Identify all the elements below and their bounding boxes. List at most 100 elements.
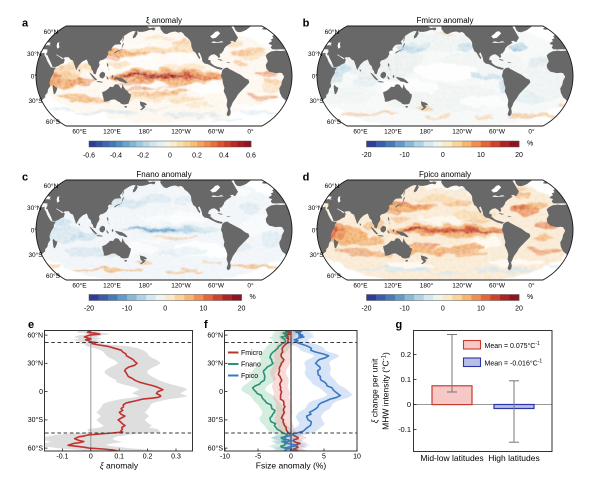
svg-text:20: 20 bbox=[238, 306, 246, 313]
svg-text:60°S: 60°S bbox=[46, 118, 61, 126]
svg-text:30°N: 30°N bbox=[27, 204, 42, 212]
svg-text:30°N: 30°N bbox=[27, 50, 42, 58]
svg-text:120°W: 120°W bbox=[452, 128, 472, 136]
svg-text:30°S: 30°S bbox=[208, 416, 224, 424]
svg-text:0: 0 bbox=[163, 306, 167, 313]
svg-text:Fmicro anomaly: Fmicro anomaly bbox=[417, 16, 474, 25]
svg-text:0: 0 bbox=[219, 389, 223, 396]
svg-text:60°E: 60°E bbox=[72, 282, 87, 290]
svg-text:0°: 0° bbox=[247, 128, 254, 136]
svg-text:-20: -20 bbox=[361, 306, 371, 313]
svg-text:-20: -20 bbox=[84, 306, 94, 313]
svg-text:Fsize anomaly (%): Fsize anomaly (%) bbox=[256, 461, 327, 471]
svg-text:20: 20 bbox=[515, 306, 523, 313]
svg-text:180°: 180° bbox=[420, 282, 434, 290]
svg-text:60°N: 60°N bbox=[325, 182, 340, 190]
svg-text:ξ change per unit: ξ change per unit bbox=[370, 358, 380, 423]
svg-text:60°S: 60°S bbox=[46, 272, 61, 280]
svg-text:Fnano anomaly: Fnano anomaly bbox=[136, 170, 191, 179]
svg-text:0°: 0° bbox=[528, 128, 535, 136]
svg-text:180°: 180° bbox=[139, 128, 153, 136]
svg-text:60°E: 60°E bbox=[72, 128, 87, 136]
svg-text:-10: -10 bbox=[220, 454, 230, 461]
svg-text:0: 0 bbox=[289, 454, 293, 461]
svg-text:10: 10 bbox=[477, 306, 485, 313]
svg-text:60°W: 60°W bbox=[208, 282, 225, 290]
svg-text:60°W: 60°W bbox=[208, 128, 225, 136]
svg-text:30°N: 30°N bbox=[308, 50, 323, 58]
svg-text:d: d bbox=[303, 172, 310, 184]
svg-text:60°N: 60°N bbox=[44, 28, 59, 36]
svg-text:60°E: 60°E bbox=[353, 282, 368, 290]
svg-text:0.3: 0.3 bbox=[171, 454, 181, 461]
svg-text:30°S: 30°S bbox=[309, 97, 324, 105]
svg-text:180°: 180° bbox=[139, 282, 153, 290]
svg-text:0: 0 bbox=[441, 306, 445, 313]
svg-text:120°W: 120°W bbox=[171, 282, 191, 290]
svg-text:60°S: 60°S bbox=[28, 444, 44, 452]
svg-text:c: c bbox=[22, 172, 28, 184]
svg-text:30°N: 30°N bbox=[207, 360, 223, 368]
svg-text:-0.2: -0.2 bbox=[137, 153, 149, 160]
svg-text:60°W: 60°W bbox=[489, 128, 506, 136]
svg-text:Fpico: Fpico bbox=[241, 373, 258, 380]
svg-text:b: b bbox=[303, 18, 310, 30]
svg-text:0.2: 0.2 bbox=[192, 153, 202, 160]
svg-text:30°S: 30°S bbox=[28, 251, 43, 259]
svg-text:60°S: 60°S bbox=[208, 444, 224, 452]
svg-text:10: 10 bbox=[353, 454, 361, 461]
svg-text:-10: -10 bbox=[122, 306, 132, 313]
svg-text:-5: -5 bbox=[255, 454, 261, 461]
svg-text:30°N: 30°N bbox=[308, 204, 323, 212]
svg-text:0: 0 bbox=[168, 153, 172, 160]
svg-text:0°: 0° bbox=[528, 282, 535, 290]
svg-text:e: e bbox=[28, 319, 34, 331]
svg-text:g: g bbox=[396, 319, 403, 331]
svg-text:%: % bbox=[527, 294, 533, 301]
svg-text:0.1: 0.1 bbox=[401, 375, 411, 384]
svg-text:Fpico anomaly: Fpico anomaly bbox=[419, 170, 471, 179]
svg-text:Mean = -0.016°C-1: Mean = -0.016°C-1 bbox=[485, 359, 543, 368]
svg-text:120°W: 120°W bbox=[171, 128, 191, 136]
svg-text:60°N: 60°N bbox=[27, 331, 43, 339]
svg-text:Mean = 0.075°C-1: Mean = 0.075°C-1 bbox=[485, 341, 541, 350]
svg-text:-10: -10 bbox=[400, 306, 410, 313]
svg-text:30°N: 30°N bbox=[27, 360, 43, 368]
svg-text:120°W: 120°W bbox=[452, 282, 472, 290]
svg-text:120°E: 120°E bbox=[384, 282, 402, 290]
svg-text:0.6: 0.6 bbox=[246, 153, 256, 160]
svg-text:%: % bbox=[250, 294, 256, 301]
svg-text:-20: -20 bbox=[361, 152, 371, 159]
svg-text:120°E: 120°E bbox=[384, 128, 402, 136]
svg-text:60°N: 60°N bbox=[207, 331, 223, 339]
svg-text:10: 10 bbox=[200, 306, 208, 313]
svg-text:60°N: 60°N bbox=[44, 182, 59, 190]
svg-text:0.2: 0.2 bbox=[143, 454, 153, 461]
svg-text:-0.6: -0.6 bbox=[83, 153, 95, 160]
svg-text:0: 0 bbox=[39, 389, 43, 396]
svg-text:0.2: 0.2 bbox=[401, 350, 411, 359]
svg-text:0°: 0° bbox=[247, 282, 254, 290]
svg-text:120°E: 120°E bbox=[103, 128, 121, 136]
svg-text:60°S: 60°S bbox=[327, 272, 342, 280]
svg-text:30°S: 30°S bbox=[28, 416, 44, 424]
svg-text:-0.1: -0.1 bbox=[398, 425, 411, 434]
svg-text:ξ anomaly: ξ anomaly bbox=[100, 461, 139, 471]
svg-text:a: a bbox=[22, 18, 29, 30]
svg-text:20: 20 bbox=[515, 152, 523, 159]
svg-text:60°S: 60°S bbox=[327, 118, 342, 126]
svg-text:180°: 180° bbox=[420, 128, 434, 136]
svg-text:10: 10 bbox=[477, 152, 485, 159]
svg-text:Fnano: Fnano bbox=[241, 361, 261, 368]
svg-text:-0.1: -0.1 bbox=[56, 454, 68, 461]
svg-text:0.1: 0.1 bbox=[114, 454, 124, 461]
svg-text:60°E: 60°E bbox=[353, 128, 368, 136]
svg-text:30°S: 30°S bbox=[309, 251, 324, 259]
svg-text:0.4: 0.4 bbox=[219, 153, 229, 160]
svg-text:0°: 0° bbox=[312, 226, 319, 234]
svg-text:-10: -10 bbox=[400, 152, 410, 159]
svg-text:120°E: 120°E bbox=[103, 282, 121, 290]
svg-text:%: % bbox=[527, 141, 533, 148]
svg-text:ξ anomaly: ξ anomaly bbox=[146, 16, 182, 25]
svg-text:0°: 0° bbox=[31, 72, 38, 80]
